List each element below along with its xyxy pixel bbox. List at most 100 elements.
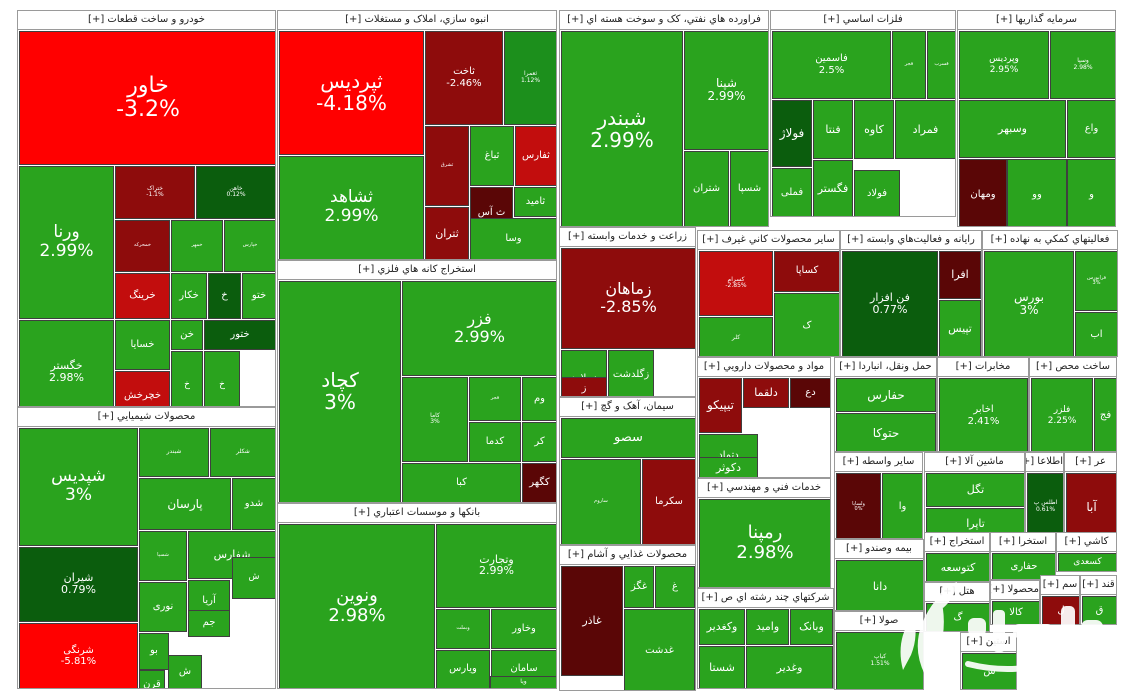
stock-tile[interactable]: ونوین 2.98%	[279, 524, 435, 688]
sector-header[interactable]: استين [+]	[961, 633, 1016, 652]
stock-tile[interactable]: کاوه	[854, 100, 894, 159]
stock-tile[interactable]: فزر 2.99%	[402, 281, 556, 376]
stock-tile[interactable]: ثباغ	[470, 126, 514, 186]
stock-tile[interactable]: حفاری	[992, 553, 1055, 579]
stock-tile[interactable]: وخاور	[491, 609, 556, 649]
sector-header[interactable]: خودرو و ساخت قطعات [+]	[18, 11, 275, 30]
stock-tile[interactable]: زماهان -2.85%	[561, 248, 695, 349]
sector-header[interactable]: محصولا [+]	[991, 581, 1039, 600]
sector-header[interactable]: سرمايه گذاريها [+]	[958, 11, 1115, 30]
stock-tile[interactable]: س	[962, 653, 1016, 689]
sector-header[interactable]: رايانه و فعاليت‌هاي وابسته [+]	[841, 231, 981, 250]
sector-header[interactable]: عر [+]	[1065, 453, 1116, 472]
stock-tile[interactable]: کدما	[469, 422, 521, 462]
stock-tile[interactable]: وسا	[470, 218, 556, 259]
stock-tile[interactable]: شسپا	[139, 531, 187, 581]
stock-tile[interactable]: شکلر	[210, 428, 275, 477]
stock-tile[interactable]: حتوکا	[836, 413, 936, 451]
stock-tile[interactable]: کساپا	[774, 251, 839, 292]
stock-tile[interactable]: آبا	[1066, 473, 1116, 538]
sector-header[interactable]: محصولات شيميايي [+]	[18, 408, 275, 427]
stock-tile[interactable]: فگستر	[813, 160, 853, 216]
sector-header[interactable]: محصولات غذايي و آشام [+]	[560, 546, 695, 565]
stock-tile[interactable]: شرنگی -5.81%	[19, 623, 138, 688]
stock-tile[interactable]: ثپردیس -4.18%	[279, 31, 424, 155]
stock-tile[interactable]: شپدیس 3%	[19, 428, 138, 546]
stock-tile[interactable]: فجر	[469, 377, 521, 421]
stock-tile[interactable]: فجر	[892, 31, 926, 99]
stock-tile[interactable]: سصو	[561, 418, 695, 458]
sector-header[interactable]: ساير واسطه [+]	[835, 453, 922, 472]
sector-header[interactable]: خدمات فني و مهندسي [+]	[698, 479, 830, 498]
stock-tile[interactable]: کچاد 3%	[279, 281, 401, 502]
stock-tile[interactable]: فرابورس 3%	[1075, 251, 1117, 311]
stock-tile[interactable]: خگستر 2.98%	[19, 320, 114, 406]
stock-tile[interactable]: وو	[1007, 159, 1067, 226]
stock-tile[interactable]: فن افزار 0.77%	[842, 251, 938, 356]
stock-tile[interactable]: کسرام -2.85%	[699, 251, 773, 316]
stock-tile[interactable]: بو	[139, 633, 169, 670]
stock-tile[interactable]: شدو	[232, 478, 275, 530]
stock-tile[interactable]: ویارس	[436, 650, 490, 688]
stock-tile[interactable]: وم	[522, 377, 556, 421]
stock-tile[interactable]: جم	[188, 610, 230, 637]
stock-tile[interactable]: ثشاهد 2.99%	[279, 156, 424, 259]
sector-header[interactable]: کاشي [+]	[1057, 533, 1116, 552]
stock-tile[interactable]: اطلس پ 0.61%	[1027, 473, 1063, 538]
stock-tile[interactable]: دع	[790, 378, 830, 408]
sector-header[interactable]: فراورده هاي نفتي، کک و سوخت هسته اي [+]	[560, 11, 768, 30]
stock-tile[interactable]: ختو	[242, 273, 275, 319]
stock-tile[interactable]: غاذر	[561, 566, 623, 676]
stock-tile[interactable]: وسبهر	[959, 100, 1066, 158]
stock-tile[interactable]: ثامید	[514, 187, 556, 217]
sector-header[interactable]: انبوه سازي، املاک و مستغلات [+]	[278, 11, 556, 30]
stock-tile[interactable]: وامید	[746, 609, 789, 645]
stock-tile[interactable]: تپیس	[939, 300, 981, 356]
stock-tile[interactable]: بورس 3%	[984, 251, 1074, 356]
sector-header[interactable]: شرکتهاي چند رشته اي ص [+]	[698, 589, 833, 608]
sector-header[interactable]: سم [+]	[1041, 576, 1079, 595]
stock-tile[interactable]: شبندر	[139, 428, 209, 477]
stock-tile[interactable]: خمحرکه	[115, 220, 170, 272]
stock-tile[interactable]: خ	[208, 273, 241, 319]
stock-tile[interactable]: فج	[1094, 378, 1116, 451]
sector-header[interactable]: قند [+]	[1081, 576, 1116, 595]
stock-tile[interactable]: وغدیر	[746, 646, 833, 688]
stock-tile[interactable]: کگهر	[522, 463, 556, 502]
stock-tile[interactable]: دانا	[836, 560, 923, 610]
sector-header[interactable]: ماشين آلا [+]	[925, 453, 1024, 472]
sector-header[interactable]: صولا [+]	[835, 612, 923, 631]
stock-tile[interactable]: حفارس	[836, 378, 936, 412]
stock-tile[interactable]: ثعمرا 1.12%	[504, 31, 556, 125]
stock-tile[interactable]: خسایا	[115, 320, 170, 370]
stock-tile[interactable]: ش	[232, 557, 275, 599]
stock-tile[interactable]: خچرخش	[115, 371, 170, 406]
stock-tile[interactable]: ثتران	[425, 207, 469, 259]
stock-tile[interactable]: فولاژ	[772, 100, 812, 167]
sector-header[interactable]: ساخت محص [+]	[1030, 358, 1116, 377]
stock-tile[interactable]: ولساپا 0%	[836, 473, 881, 538]
sector-header[interactable]: هتل [+]	[925, 583, 989, 602]
stock-tile[interactable]: ختور	[204, 320, 275, 350]
stock-tile[interactable]: خ	[204, 351, 240, 406]
sector-header[interactable]: زراعت و خدمات وابسته [+]	[560, 228, 695, 247]
sector-header[interactable]: سيمان، آهک و گچ [+]	[560, 398, 695, 417]
stock-tile[interactable]: شپنا 2.99%	[684, 31, 768, 150]
sector-header[interactable]: فلزات اساسي [+]	[771, 11, 955, 30]
sector-header[interactable]: فعاليتهاي کمکي به نهاده [+]	[983, 231, 1117, 250]
sector-header[interactable]: حمل ونقل، انباردا [+]	[835, 358, 936, 377]
stock-tile[interactable]: شستا	[699, 646, 745, 688]
stock-tile[interactable]: پارسان	[139, 478, 231, 530]
stock-tile[interactable]: افرا	[939, 251, 981, 299]
stock-tile[interactable]: فولاد	[854, 170, 900, 216]
stock-tile[interactable]: خکار	[171, 273, 207, 319]
stock-tile[interactable]: اب	[1075, 312, 1117, 356]
stock-tile[interactable]: غ	[655, 566, 695, 608]
sector-header[interactable]: استخراج [+]	[925, 533, 989, 552]
stock-tile[interactable]: فمراد	[895, 100, 955, 159]
stock-tile[interactable]: تگل	[926, 473, 1024, 507]
stock-tile[interactable]: ثشرق	[425, 126, 469, 206]
stock-tile[interactable]: ثفارس	[515, 126, 556, 186]
stock-tile[interactable]: سکرما	[642, 459, 695, 544]
stock-tile[interactable]: وبانک	[790, 609, 833, 645]
